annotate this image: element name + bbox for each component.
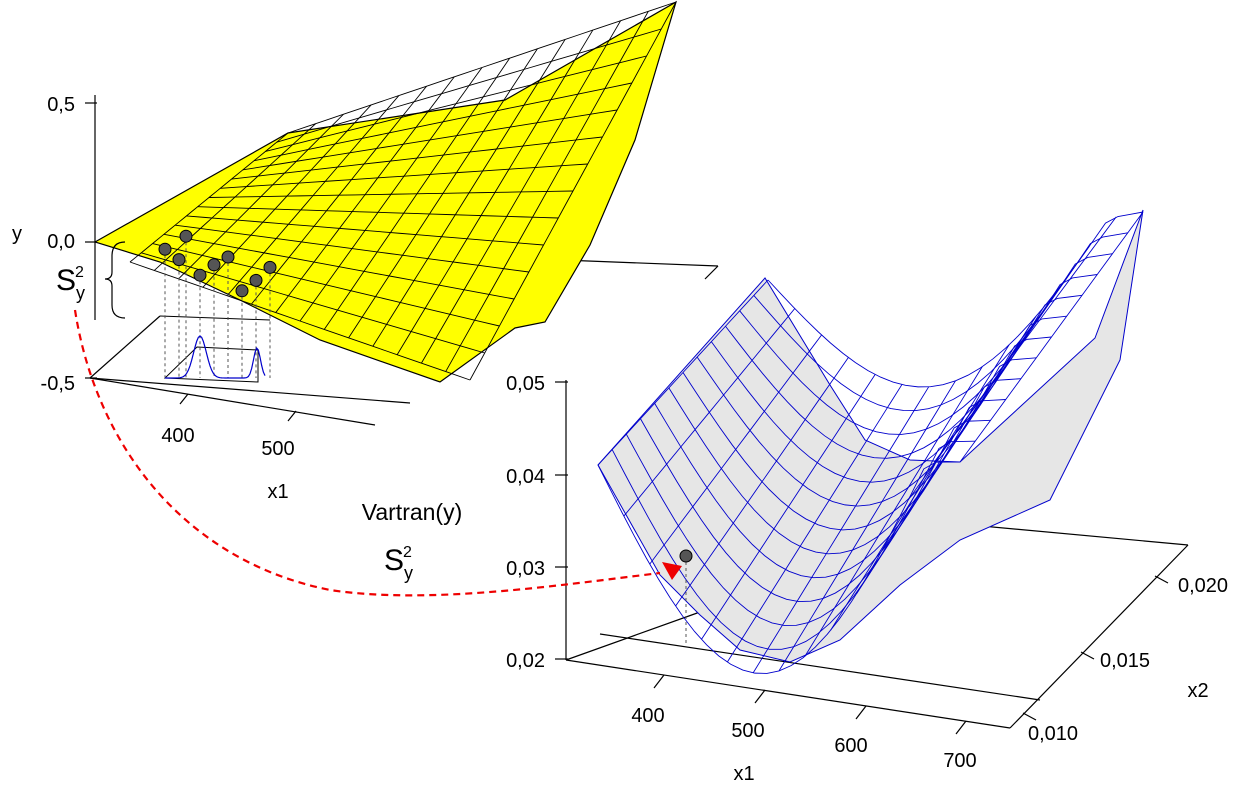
- right-surface-patch: [597, 209, 1144, 663]
- mesh-line: [254, 82, 632, 162]
- left-x1-tick: [179, 393, 189, 405]
- right-sy2-label: Sy2: [384, 544, 413, 583]
- mesh-line: [649, 334, 822, 565]
- right-x2-tick: [1080, 651, 1095, 660]
- mesh-line: [752, 386, 930, 674]
- mesh-line: [597, 279, 769, 466]
- right-z-tick-label: 0,02: [506, 650, 545, 672]
- sample-point: [263, 260, 277, 274]
- mesh-line: [287, 1, 677, 134]
- left-x1-tick: [287, 410, 297, 422]
- mesh-line: [933, 216, 1117, 463]
- right-x1-axis-label: x1: [733, 763, 754, 785]
- left-y-tick-label: 0,5: [47, 94, 75, 116]
- highlight-point: [679, 549, 693, 563]
- mesh-line: [372, 39, 566, 347]
- right-x1-tick: [855, 705, 867, 720]
- mesh-line: [778, 380, 956, 672]
- mesh-line: [623, 308, 796, 517]
- right-x2-axis: [1009, 544, 1189, 729]
- left-y-axis-label: y: [12, 223, 22, 245]
- mesh-line: [701, 374, 876, 640]
- right-x1-tick: [955, 720, 967, 735]
- mesh-line: [421, 20, 621, 364]
- variance-bracket: [104, 241, 126, 319]
- mesh-line: [396, 29, 594, 355]
- left-y-tick-label: 0,0: [47, 231, 75, 253]
- sample-point: [235, 284, 249, 298]
- left-x1-axis: [89, 377, 376, 426]
- right-z-tick-label: 0,04: [506, 466, 545, 488]
- right-x2-tick-label: 0,020: [1178, 575, 1228, 597]
- density-plane-top-edge: [159, 315, 271, 321]
- sample-point: [179, 229, 193, 243]
- mesh-line: [265, 55, 647, 152]
- mesh-line: [323, 57, 511, 330]
- sample-point: [249, 273, 263, 287]
- mesh-line: [469, 1, 677, 381]
- right-x1-tick: [754, 689, 766, 704]
- right-floor-left-edge: [565, 611, 701, 661]
- right-z-tick-label: 0,03: [506, 558, 545, 580]
- density-curve: [165, 335, 266, 379]
- sample-point: [207, 258, 221, 272]
- right-floor-inner-edge: [599, 633, 1041, 701]
- sample-point: [172, 253, 186, 267]
- sample-point: [158, 242, 172, 256]
- mesh-line: [882, 282, 1064, 550]
- right-chart-title: Vartran(y): [362, 499, 463, 525]
- left-x1-axis-label: x1: [267, 481, 288, 503]
- right-z-tick-label: 0,05: [506, 373, 545, 395]
- right-x1-tick-label: 700: [943, 750, 976, 772]
- left-floor-side-edge: [89, 315, 161, 379]
- mesh-line: [220, 163, 588, 189]
- mesh-line: [276, 28, 662, 143]
- mesh-line: [445, 11, 649, 372]
- right-surface-chart: 0,05 0,04 0,03 0,02 400 500 600 700 x1 0…: [362, 209, 1228, 785]
- mesh-line: [959, 211, 1144, 463]
- left-back-floor-corner: [704, 265, 719, 280]
- right-x2-tick-label: 0,015: [1100, 650, 1150, 672]
- right-x1-tick-label: 600: [834, 735, 867, 757]
- mapping-arrow-head: [662, 562, 682, 580]
- right-x1-tick-label: 400: [631, 705, 664, 727]
- left-x1-tick-label: 400: [161, 425, 194, 447]
- left-sy2-label: Sy2: [56, 264, 85, 303]
- right-x2-tick-label: 0,010: [1028, 723, 1078, 745]
- right-x2-tick: [1022, 712, 1037, 721]
- mesh-line: [231, 136, 603, 180]
- mesh-line: [830, 344, 1010, 631]
- mesh-line: [726, 384, 903, 663]
- right-x2-tick: [1154, 575, 1169, 584]
- mesh-line: [242, 109, 618, 171]
- right-surface-mesh: [597, 211, 1144, 674]
- left-surface-mesh: [129, 1, 677, 381]
- left-y-tick-label: -0,5: [41, 373, 75, 395]
- mesh-line: [907, 245, 1090, 501]
- left-surface-patch: [93, 0, 678, 383]
- mesh-line: [299, 67, 483, 322]
- right-x1-tick: [653, 674, 665, 689]
- left-surface-chart: 0,5 0,0 -0,5 y 400 500 x1 Sy2: [12, 0, 719, 503]
- left-floor-front-edge: [89, 377, 411, 404]
- right-x2-axis-label: x2: [1187, 680, 1208, 702]
- mesh-line: [348, 48, 538, 339]
- mesh-line: [804, 366, 983, 657]
- mesh-line: [675, 357, 849, 607]
- left-x1-tick-label: 500: [261, 438, 294, 460]
- right-x1-tick-label: 500: [731, 720, 764, 742]
- sample-point: [193, 268, 207, 282]
- mapping-arrow: [73, 309, 661, 597]
- sample-point: [221, 250, 235, 264]
- left-sample-points: [158, 229, 277, 378]
- right-x1-axis: [565, 659, 1011, 729]
